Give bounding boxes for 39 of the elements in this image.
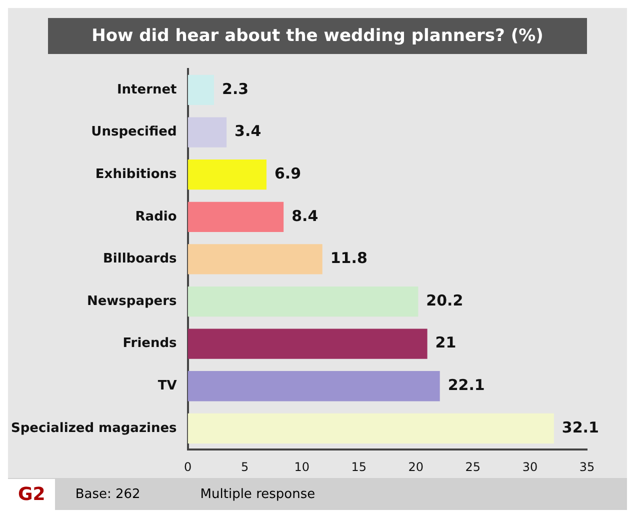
text: G2 — [8, 478, 56, 510]
text: Multiple response — [200, 486, 316, 502]
y-tick-label: Exhibitions — [95, 166, 178, 182]
y-tick-label: TV — [158, 378, 177, 394]
data-label: 21 — [435, 334, 456, 352]
data-label: 32.1 — [562, 418, 599, 436]
bar — [188, 74, 214, 106]
y-tick-label: Specialized magazines — [10, 420, 178, 436]
bar — [188, 160, 266, 190]
data-label: 8.4 — [292, 206, 318, 225]
x-tick-label: 15 — [351, 460, 367, 474]
x-tick-label: 25 — [465, 460, 481, 474]
data-label: 20.2 — [426, 291, 464, 310]
x-tick-label: 0 — [184, 460, 192, 474]
x-tick-label: 35 — [579, 460, 595, 474]
data-label: 11.8 — [330, 249, 368, 268]
data-label: 6.9 — [274, 164, 302, 182]
x-tick-label: 5 — [240, 460, 249, 474]
y-tick-label: Internet — [116, 82, 177, 98]
y-tick-label: Billboards — [103, 252, 178, 267]
bar — [188, 244, 322, 274]
bar — [188, 413, 554, 444]
y-tick-label: Newspapers — [86, 294, 178, 309]
x-tick-label: 20 — [408, 460, 424, 474]
bar — [188, 371, 440, 402]
chart-title: How did hear about the wedding planners? (%) — [48, 18, 587, 54]
data-label: 3.4 — [234, 122, 262, 140]
x-tick-label: 30 — [522, 460, 538, 474]
y-tick-label: Unspecified — [91, 124, 177, 140]
bar — [188, 328, 428, 359]
x-tick-label: 10 — [294, 460, 310, 474]
y-tick-label: Friends — [122, 336, 178, 352]
data-label: 2.3 — [222, 80, 249, 98]
bar — [188, 286, 418, 317]
bar — [188, 202, 284, 232]
text: Base: 262 — [75, 486, 140, 502]
data-label: 22.1 — [448, 376, 485, 394]
y-tick-label: Radio — [135, 209, 177, 224]
bar — [188, 117, 227, 148]
